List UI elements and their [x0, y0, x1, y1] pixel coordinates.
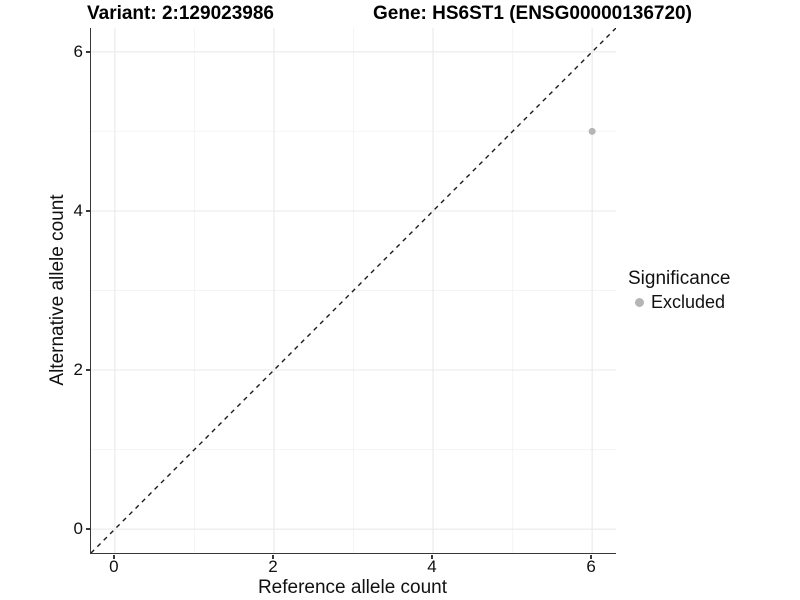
- x-axis-tick-mark: [272, 554, 274, 559]
- excluded-point-icon: [635, 298, 644, 307]
- legend-title: Significance: [628, 268, 731, 289]
- x-axis-tick-label: 0: [109, 557, 119, 576]
- y-axis-tick-mark: [86, 369, 90, 371]
- legend: Significance Excluded: [628, 268, 730, 313]
- plot-panel: [90, 28, 616, 554]
- y-axis-tick-label: 2: [73, 360, 83, 380]
- x-axis-tick-mark: [431, 554, 433, 559]
- y-axis-tick-label: 4: [73, 200, 83, 220]
- x-axis-label: Reference allele count: [257, 577, 448, 598]
- legend-item-excluded: Excluded: [628, 292, 730, 313]
- y-axis-tick-mark: [86, 210, 90, 212]
- data-point-excluded: [588, 127, 596, 135]
- gene-title: Gene: HS6ST1 (ENSG00000136720): [373, 3, 692, 24]
- y-axis-tick-mark: [86, 51, 90, 53]
- x-axis-tick-mark: [113, 554, 115, 559]
- y-axis-tick-mark: [86, 528, 90, 530]
- identity-reference-line: [91, 28, 616, 553]
- x-axis-tick-label: 6: [586, 557, 596, 576]
- x-axis-tick-mark: [590, 554, 592, 559]
- y-axis-tick-label: 0: [73, 519, 83, 539]
- x-axis-tick-label: 4: [427, 557, 437, 576]
- y-axis-label: Alternative allele count: [47, 194, 68, 386]
- variant-title: Variant: 2:129023986: [87, 3, 274, 24]
- legend-item-label: Excluded: [651, 292, 726, 312]
- y-axis-tick-label: 6: [73, 41, 83, 61]
- scatter-plot-canvas: [91, 28, 616, 553]
- x-axis-tick-label: 2: [268, 557, 278, 576]
